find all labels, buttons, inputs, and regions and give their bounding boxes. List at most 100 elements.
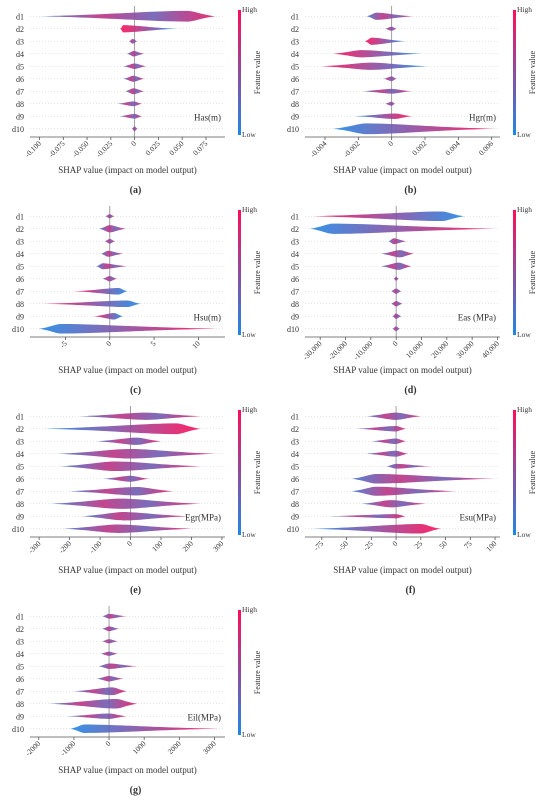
feature-label: d10 <box>12 325 24 334</box>
chart-annotation: Hgr(m) <box>469 112 496 122</box>
colorbar <box>238 10 241 135</box>
feature-label: d3 <box>16 237 24 246</box>
colorbar <box>238 610 241 735</box>
x-tick-label: 0 <box>386 139 395 148</box>
colorbar <box>513 10 516 135</box>
feature-label: d5 <box>16 462 24 471</box>
x-tick-label: -5 <box>58 339 69 350</box>
feature-label: d5 <box>291 462 299 471</box>
feature-label: d8 <box>16 100 24 109</box>
feature-label: d2 <box>16 625 24 634</box>
colorbar-low-label: Low <box>242 730 256 739</box>
chart-annotation: Egr(MPa) <box>185 512 221 522</box>
feature-label: d1 <box>291 212 299 221</box>
x-tick-label: 1000 <box>131 739 148 756</box>
feature-label: d7 <box>16 487 24 496</box>
chart-annotation: Has(m) <box>194 112 221 122</box>
feature-label: d2 <box>291 225 299 234</box>
x-tick-label: 75 <box>462 539 474 551</box>
x-tick-label: -0.075 <box>47 139 67 159</box>
x-tick-label: 10,000 <box>404 339 425 360</box>
feature-label: d3 <box>291 37 299 46</box>
feature-label: d1 <box>291 412 299 421</box>
feature-label: d2 <box>16 425 24 434</box>
feature-label: d4 <box>16 450 24 459</box>
feature-label: d4 <box>291 450 299 459</box>
x-axis-label: SHAP value (impact on model output) <box>58 165 196 175</box>
feature-label: d3 <box>291 237 299 246</box>
feature-label: d10 <box>12 125 24 134</box>
feature-label: d4 <box>291 250 299 259</box>
colorbar-high-label: High <box>242 405 257 414</box>
panel-letter: (b) <box>404 185 416 196</box>
feature-label: d7 <box>16 287 24 296</box>
panel-letter: (c) <box>130 385 141 396</box>
x-tick-label: 0.025 <box>144 139 162 157</box>
feature-label: d9 <box>16 112 24 121</box>
colorbar-title: Feature value <box>528 250 537 294</box>
colorbar-low-label: Low <box>517 530 531 539</box>
colorbar-high-label: High <box>242 205 257 214</box>
x-tick-label: -10,000 <box>352 339 375 362</box>
feature-label: d10 <box>287 525 299 534</box>
feature-label: d7 <box>291 87 299 96</box>
feature-label: d5 <box>16 662 24 671</box>
feature-label: d10 <box>287 325 299 334</box>
feature-label: d8 <box>291 500 299 509</box>
x-tick-label: 0 <box>390 539 399 548</box>
shap-panel-e: d1 d2 d3 d4 d5 d6 d7 d8 d9 d10 -300 -200 -100 0 100 200… <box>0 400 275 605</box>
x-tick-label: 0 <box>104 339 113 348</box>
feature-label: d6 <box>16 75 24 84</box>
shap-panel-b: d1 d2 d3 d4 d5 d6 d7 d8 d9 d10 -0.004 -0.002 0 0.002 0… <box>275 0 550 205</box>
colorbar <box>238 410 241 535</box>
feature-label: d8 <box>16 700 24 709</box>
x-tick-label: 2000 <box>166 739 183 756</box>
feature-label: d3 <box>16 437 24 446</box>
chart-annotation: Eas (MPa) <box>458 312 496 322</box>
feature-label: d2 <box>16 225 24 234</box>
chart-annotation: Eil(MPa) <box>188 712 222 722</box>
colorbar-low-label: Low <box>242 330 256 339</box>
colorbar-title: Feature value <box>253 450 262 494</box>
feature-label: d3 <box>16 37 24 46</box>
feature-label: d9 <box>291 112 299 121</box>
feature-label: d1 <box>291 12 299 21</box>
colorbar <box>238 210 241 335</box>
feature-label: d3 <box>291 437 299 446</box>
x-axis-label: SHAP value (impact on model output) <box>333 565 471 575</box>
feature-label: d10 <box>287 125 299 134</box>
colorbar-title: Feature value <box>253 250 262 294</box>
chart-annotation: Hsu(m) <box>194 312 222 322</box>
x-tick-label: 3000 <box>201 739 218 756</box>
shap-beeswarm-chart: d1 d2 d3 d4 d5 d6 d7 d8 d9 d10-30,000 -20,000 -10,0… <box>287 205 537 396</box>
x-axis-label: SHAP value (impact on model output) <box>333 165 471 175</box>
colorbar-low-label: Low <box>242 130 256 139</box>
x-tick-label: 20,000 <box>429 339 450 360</box>
shap-beeswarm-chart: d1 d2 d3 d4 d5 d6 d7 d8 d9 d10 -2000 -1000 0 1000 2000… <box>12 605 262 796</box>
panel-letter: (e) <box>130 585 141 596</box>
feature-label: d9 <box>291 312 299 321</box>
x-tick-label: 100 <box>150 539 164 553</box>
colorbar-low-label: Low <box>517 130 531 139</box>
x-tick-label: 30,000 <box>455 339 476 360</box>
x-tick-label: 50 <box>437 539 449 551</box>
x-tick-label: 5 <box>148 339 157 348</box>
x-tick-label: 0 <box>129 139 138 148</box>
feature-label: d1 <box>16 12 24 21</box>
feature-label: d7 <box>16 87 24 96</box>
feature-label: d3 <box>16 637 24 646</box>
feature-label: d4 <box>16 50 24 59</box>
x-tick-label: 0.050 <box>167 139 185 157</box>
x-tick-label: 100 <box>484 539 498 553</box>
x-tick-label: -1000 <box>59 739 78 758</box>
shap-beeswarm-chart: d1 d2 d3 d4 d5 d6 d7 d8 d9 d10 -0.100 -0.075 -0.050-… <box>12 5 262 196</box>
shap-panel-d: d1 d2 d3 d4 d5 d6 d7 d8 d9 d10 -30,000 -20,000 -10,0… <box>275 200 550 405</box>
feature-label: d1 <box>16 212 24 221</box>
feature-label: d6 <box>16 675 24 684</box>
feature-label: d4 <box>16 250 24 259</box>
feature-label: d9 <box>291 512 299 521</box>
feature-label: d6 <box>291 275 299 284</box>
chart-annotation: Esu(MPa) <box>460 512 497 522</box>
feature-label: d8 <box>291 100 299 109</box>
x-tick-label: 0.075 <box>191 139 209 157</box>
